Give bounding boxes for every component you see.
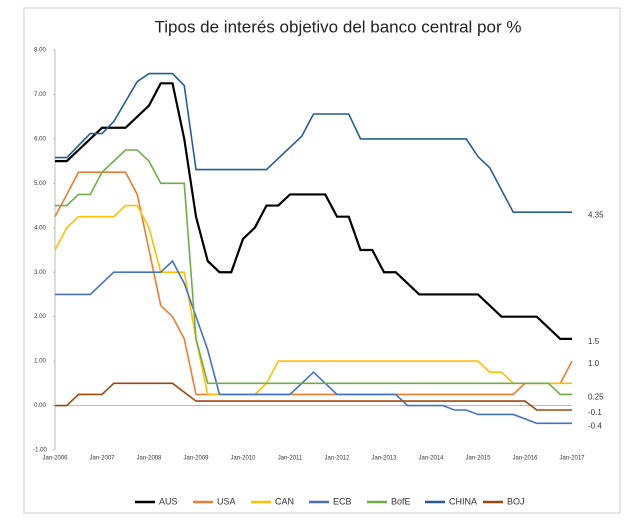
series-line xyxy=(55,382,572,411)
y-tick-label: 1.00 xyxy=(34,359,46,365)
x-tick-label: Jan-2014 xyxy=(418,456,444,462)
end-label: 1.0 xyxy=(588,359,600,368)
y-tick-label: 0.00 xyxy=(34,403,46,409)
y-tick-label: -1.00 xyxy=(33,448,47,454)
y-tick-label: 2.00 xyxy=(34,314,46,320)
x-tick-label: Jan-2016 xyxy=(512,456,538,462)
x-tick-label: Jan-2015 xyxy=(465,456,491,462)
x-tick-label: Jan-2017 xyxy=(559,456,585,462)
end-label: -0.1 xyxy=(588,408,602,417)
legend-label: AUS xyxy=(159,496,178,506)
x-tick-label: Jan-2009 xyxy=(183,456,209,462)
legend-label: BOJ xyxy=(507,496,525,506)
chart-border xyxy=(23,7,621,514)
x-tick-label: Jan-2010 xyxy=(230,456,256,462)
x-tick-label: Jan-2013 xyxy=(371,456,397,462)
chart-title: Tipos de interés objetivo del banco cent… xyxy=(155,17,522,36)
legend-label: CHINA xyxy=(449,496,477,506)
series-line xyxy=(54,204,572,396)
x-tick-label: Jan-2011 xyxy=(278,456,303,462)
x-tick-label: Jan-2008 xyxy=(136,456,162,462)
end-label: 0.25 xyxy=(588,393,604,402)
y-tick-label: 5.00 xyxy=(34,181,46,187)
end-label: -0.4 xyxy=(588,421,602,430)
y-tick-label: 3.00 xyxy=(34,270,46,276)
series-line xyxy=(55,259,572,425)
y-tick-label: 8.00 xyxy=(34,48,46,54)
legend-label: ECB xyxy=(333,496,352,506)
x-tick-label: Jan-2012 xyxy=(324,456,350,462)
x-tick-label: Jan-2006 xyxy=(42,456,68,462)
end-label: 4.35 xyxy=(588,210,604,219)
y-tick-label: 6.00 xyxy=(34,136,46,142)
series-line xyxy=(55,82,572,340)
legend-label: USA xyxy=(217,496,236,506)
x-tick-label: Jan-2007 xyxy=(89,456,115,462)
series-line xyxy=(55,149,572,396)
series-line xyxy=(55,72,572,214)
y-tick-label: 7.00 xyxy=(34,92,46,98)
legend-label: CAN xyxy=(275,496,294,506)
y-tick-label: 4.00 xyxy=(34,225,46,231)
legend-label: BofE xyxy=(391,496,411,506)
end-label: 1.5 xyxy=(588,337,600,346)
